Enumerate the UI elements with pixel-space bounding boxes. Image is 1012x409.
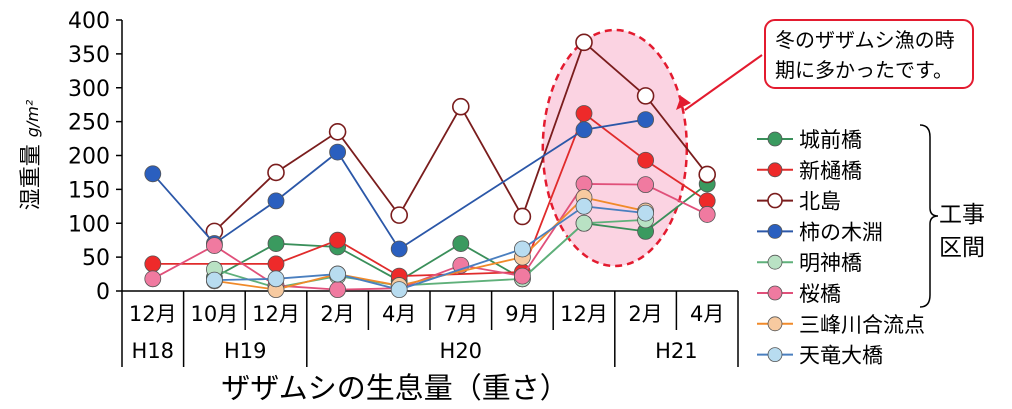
legend-swatch-marker [767,162,783,178]
x-tick-label: 2月 [628,302,662,326]
data-point [637,111,654,128]
legend-swatch-marker [767,254,783,270]
data-point [514,267,531,285]
legend-swatch-marker [767,285,783,301]
y-tick-label: 200 [68,145,110,170]
y-tick-label: 250 [68,111,110,136]
x-tick-label: 10月 [191,302,239,326]
data-point [205,271,223,289]
data-point [390,206,409,224]
highlight-ellipse [541,28,689,268]
series-layer [144,33,717,299]
callout-box [764,19,974,89]
data-point [267,192,285,210]
data-point [575,33,593,52]
callout-arrow-head [676,96,691,110]
legend-label: 柿の木淵 [799,220,883,244]
data-point [514,240,531,258]
data-point [329,231,347,249]
x-tick-label: 4月 [382,302,416,326]
y-tick-label: 50 [82,246,110,271]
data-point [575,197,593,215]
data-point [267,255,285,273]
data-point [698,165,717,184]
data-point [329,143,347,161]
legend-swatch-marker [767,316,783,332]
data-point [267,270,285,288]
x-tick-label: 12月 [129,302,177,326]
series-天竜大橋 [205,197,654,299]
data-point [390,240,408,258]
year-label: H18 [132,339,175,363]
data-point [636,87,655,105]
legend-swatch-marker [767,131,783,147]
year-label: H20 [440,339,483,363]
legend-label: 桜橋 [799,282,841,306]
bracket-label-line2: 区間 [939,235,985,261]
year-label: H19 [224,339,267,363]
axis-layer: 0 50 100 150 200 250 300 350 400 湿重量 g/m² 12月 10月 12… [19,9,739,367]
legend-swatch-marker [767,347,783,363]
data-point [390,281,408,299]
y-tick-label: 150 [68,178,110,203]
callout-text-line1: 冬のザザムシ漁の時 [775,28,955,52]
year-label: H21 [655,339,698,363]
legend-label: 明神橋 [799,251,862,275]
data-point [513,207,532,226]
data-point [575,121,593,139]
data-point [144,255,162,273]
data-point [267,235,285,252]
data-point [267,163,285,182]
legend-label: 北島 [799,190,841,214]
x-tick-label: 12月 [252,302,300,326]
bracket-label-line1: 工事 [939,202,985,228]
y-tick-label: 400 [68,9,110,34]
data-point [451,97,470,116]
y-tick-label: 100 [68,212,110,237]
data-point [452,235,470,252]
data-point [205,237,223,255]
series-北島 [205,33,717,241]
data-point [637,176,654,194]
legend-bracket [919,124,939,308]
data-point [698,206,716,223]
y-axis-label-text: 湿重量 [19,137,44,210]
data-point [575,214,593,232]
legend-swatch-marker [767,223,783,239]
data-point [452,256,470,274]
y-tick-label: 350 [68,43,110,68]
x-tick-label: 7月 [444,302,478,326]
data-point [329,265,347,283]
data-point [637,204,654,222]
y-axis-label: 湿重量 g/m² [19,99,44,210]
data-point [575,105,593,122]
callout-text-line2: 期に多かったです。 [775,58,953,82]
series-line [152,112,708,278]
legend-label: 天竜大橋 [799,344,883,368]
y-tick-label: 300 [68,77,110,102]
chart-title: ザザムシの生息量（重さ） [221,371,568,405]
legend-label: 三峰川合流点 [799,313,925,337]
data-point [329,281,347,299]
x-tick-label: 4月 [690,302,724,326]
data-point [328,122,347,141]
y-tick-label: 0 [96,280,110,305]
x-tick-label: 2月 [320,302,354,326]
data-point [144,165,162,183]
series-line [152,183,708,291]
x-tick-label: 12月 [560,302,608,326]
legend-swatch-marker [767,192,783,209]
data-point [637,151,654,169]
callout-arrow-line [684,54,763,111]
data-point [144,270,162,288]
y-axis-unit: g/m² [23,99,42,137]
x-tick-label: 9月 [505,302,539,326]
legend-label: 城前橋 [799,128,862,152]
legend-label: 新樋橋 [799,159,862,183]
